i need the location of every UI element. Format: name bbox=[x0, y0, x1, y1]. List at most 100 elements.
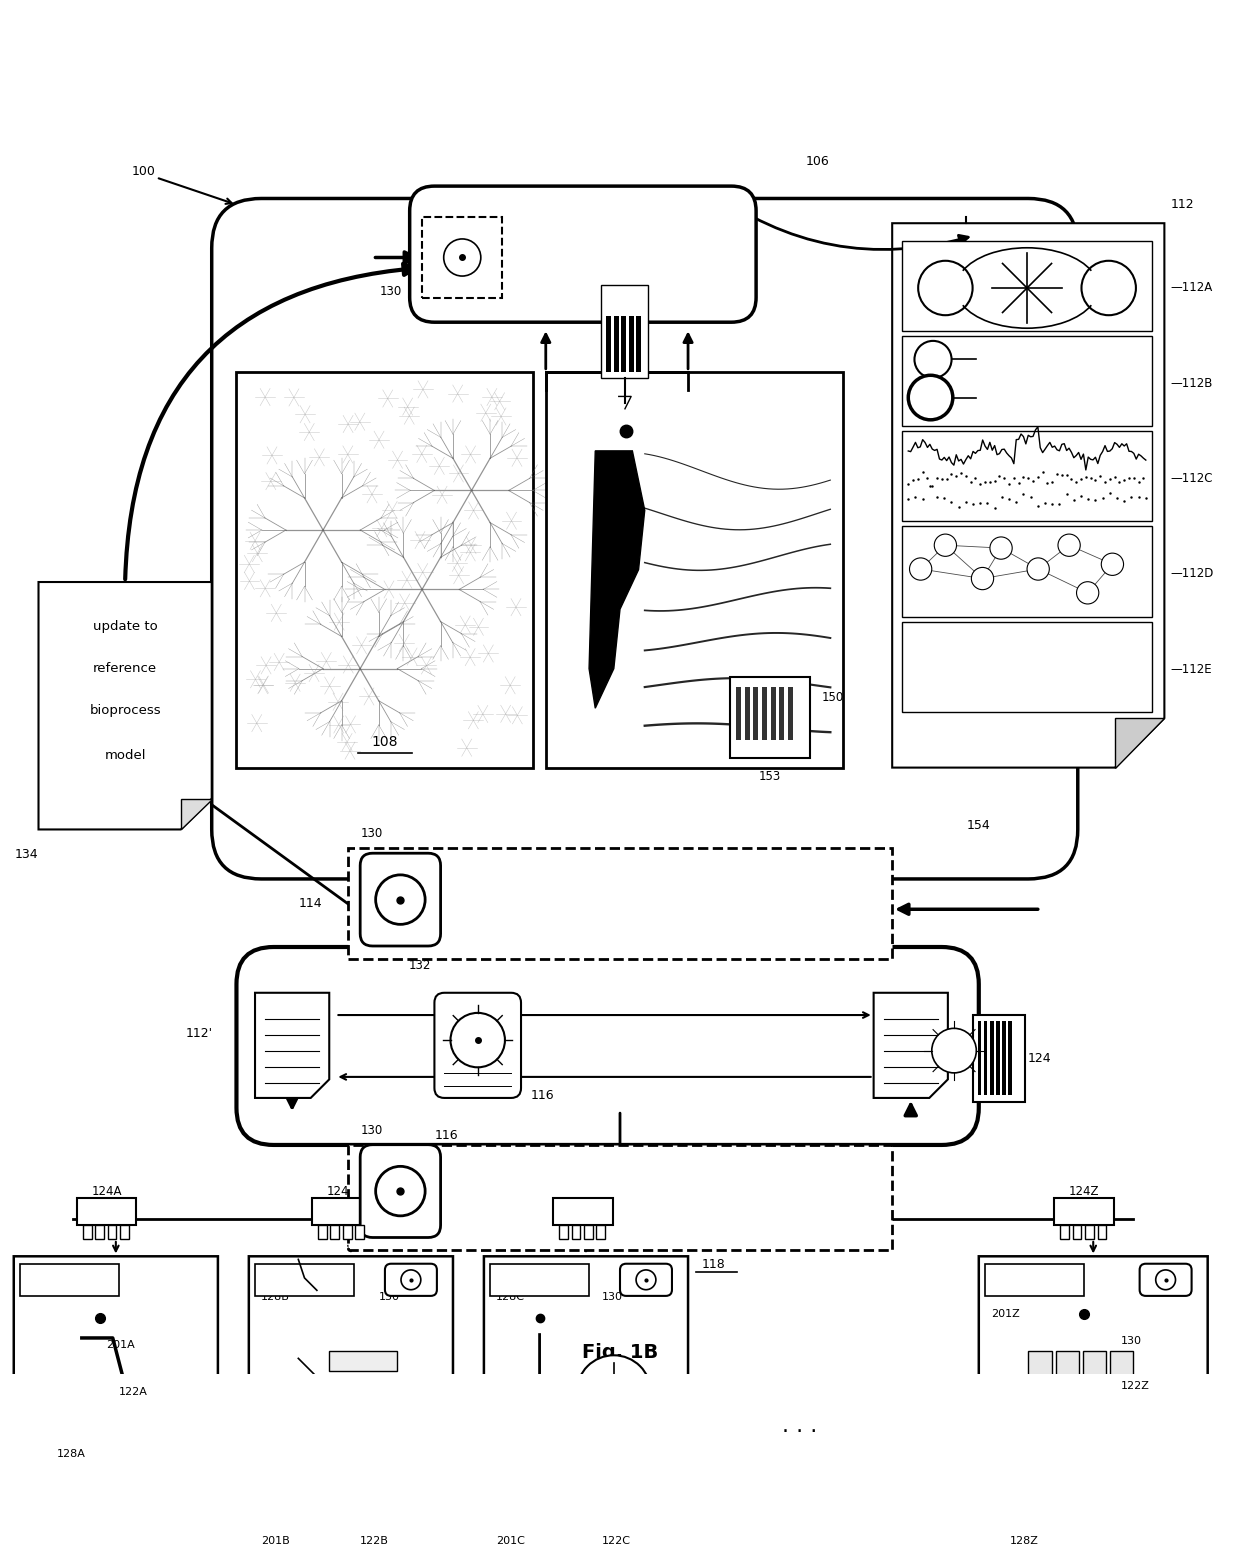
Bar bbox=[901, 526, 1152, 616]
Text: 118B: 118B bbox=[289, 1274, 317, 1285]
Bar bbox=[1008, 1021, 1012, 1096]
Text: ': ' bbox=[1044, 343, 1047, 352]
Polygon shape bbox=[249, 1256, 453, 1552]
Bar bbox=[787, 688, 792, 750]
Polygon shape bbox=[14, 1256, 218, 1552]
Text: 116: 116 bbox=[531, 1090, 554, 1102]
Circle shape bbox=[636, 1270, 656, 1290]
Bar bbox=[56, 1501, 73, 1535]
Text: . . .: . . . bbox=[781, 1417, 817, 1437]
Circle shape bbox=[1156, 1270, 1176, 1290]
Text: 100: 100 bbox=[131, 165, 155, 178]
Bar bbox=[1097, 1226, 1106, 1238]
Bar bbox=[1060, 1226, 1069, 1238]
Text: MASTER: MASTER bbox=[651, 875, 719, 892]
Bar bbox=[636, 317, 641, 371]
FancyBboxPatch shape bbox=[237, 947, 978, 1145]
Circle shape bbox=[450, 1013, 505, 1068]
Bar bbox=[901, 335, 1152, 427]
Text: model: model bbox=[104, 748, 146, 762]
FancyBboxPatch shape bbox=[409, 186, 756, 323]
Text: 128C: 128C bbox=[496, 1293, 526, 1302]
Text: 122Z: 122Z bbox=[1121, 1381, 1149, 1391]
Bar bbox=[32, 1501, 50, 1535]
Polygon shape bbox=[978, 1256, 1208, 1552]
Text: reference: reference bbox=[93, 663, 157, 675]
Bar bbox=[621, 317, 626, 371]
Bar bbox=[990, 1021, 993, 1096]
Text: 112: 112 bbox=[1171, 199, 1194, 211]
FancyBboxPatch shape bbox=[384, 1263, 436, 1296]
Bar bbox=[901, 622, 1152, 712]
Text: Fig. 1B: Fig. 1B bbox=[582, 1344, 658, 1363]
Circle shape bbox=[934, 534, 956, 556]
Bar bbox=[1085, 1226, 1094, 1238]
Text: 114: 114 bbox=[299, 897, 322, 909]
Text: 118C: 118C bbox=[525, 1274, 553, 1285]
Text: —112B: —112B bbox=[1171, 377, 1213, 390]
Text: 201C: 201C bbox=[496, 1536, 526, 1546]
Bar bbox=[754, 688, 759, 750]
Bar bbox=[771, 688, 776, 750]
Bar bbox=[596, 1226, 605, 1238]
Text: 130: 130 bbox=[1121, 1336, 1142, 1347]
Text: +: + bbox=[940, 281, 951, 295]
Text: LOCAL: LOCAL bbox=[658, 1170, 712, 1187]
Bar bbox=[150, 1501, 167, 1535]
Circle shape bbox=[918, 261, 972, 315]
Text: 106: 106 bbox=[806, 155, 830, 168]
Bar bbox=[120, 1226, 129, 1238]
Polygon shape bbox=[181, 799, 212, 829]
Text: 122B: 122B bbox=[360, 1536, 389, 1546]
Text: 154: 154 bbox=[967, 819, 991, 832]
Bar bbox=[331, 1226, 340, 1238]
Text: SH: SH bbox=[985, 391, 1002, 404]
Bar bbox=[1055, 1350, 1079, 1386]
Text: 124C: 124C bbox=[568, 1186, 598, 1198]
Text: −: − bbox=[1102, 281, 1115, 295]
Circle shape bbox=[1058, 534, 1080, 556]
Bar bbox=[343, 1226, 351, 1238]
FancyBboxPatch shape bbox=[620, 1263, 672, 1296]
Text: 112': 112' bbox=[186, 1027, 213, 1040]
Circle shape bbox=[444, 239, 481, 276]
Bar bbox=[330, 1350, 397, 1370]
Circle shape bbox=[1027, 557, 1049, 580]
Bar bbox=[972, 1015, 1024, 1102]
Text: 124A: 124A bbox=[92, 1186, 122, 1198]
Bar bbox=[83, 1226, 92, 1238]
Bar bbox=[95, 1226, 104, 1238]
Text: MODEL: MODEL bbox=[556, 281, 610, 296]
Bar bbox=[614, 317, 619, 371]
Bar bbox=[79, 1501, 97, 1535]
Text: LEARNER: LEARNER bbox=[647, 914, 724, 933]
Text: 122A: 122A bbox=[119, 1387, 148, 1397]
Text: 134: 134 bbox=[15, 847, 38, 861]
Text: LEARNER: LEARNER bbox=[647, 1207, 724, 1226]
Bar bbox=[584, 1226, 593, 1238]
Bar bbox=[26, 1495, 193, 1541]
Text: —112C: —112C bbox=[1171, 472, 1213, 486]
Text: ': ' bbox=[1044, 396, 1047, 405]
Circle shape bbox=[1069, 1400, 1099, 1429]
Bar bbox=[1002, 1021, 1006, 1096]
Bar bbox=[1073, 1226, 1081, 1238]
Bar bbox=[237, 371, 533, 768]
Bar bbox=[77, 1198, 136, 1226]
Bar bbox=[355, 1226, 363, 1238]
Text: ...010111...: ...010111... bbox=[991, 658, 1063, 670]
Circle shape bbox=[971, 568, 993, 590]
Bar bbox=[737, 740, 804, 750]
Bar bbox=[1028, 1380, 1140, 1420]
Bar bbox=[572, 1226, 580, 1238]
Text: 124: 124 bbox=[1028, 1052, 1052, 1065]
Bar bbox=[20, 1263, 119, 1296]
Bar bbox=[629, 317, 634, 371]
Bar bbox=[319, 1226, 327, 1238]
Circle shape bbox=[914, 341, 951, 379]
Bar bbox=[108, 1226, 117, 1238]
Text: 130: 130 bbox=[378, 1293, 399, 1302]
Text: 153: 153 bbox=[759, 770, 781, 782]
Bar bbox=[901, 241, 1152, 331]
Bar bbox=[559, 1226, 568, 1238]
